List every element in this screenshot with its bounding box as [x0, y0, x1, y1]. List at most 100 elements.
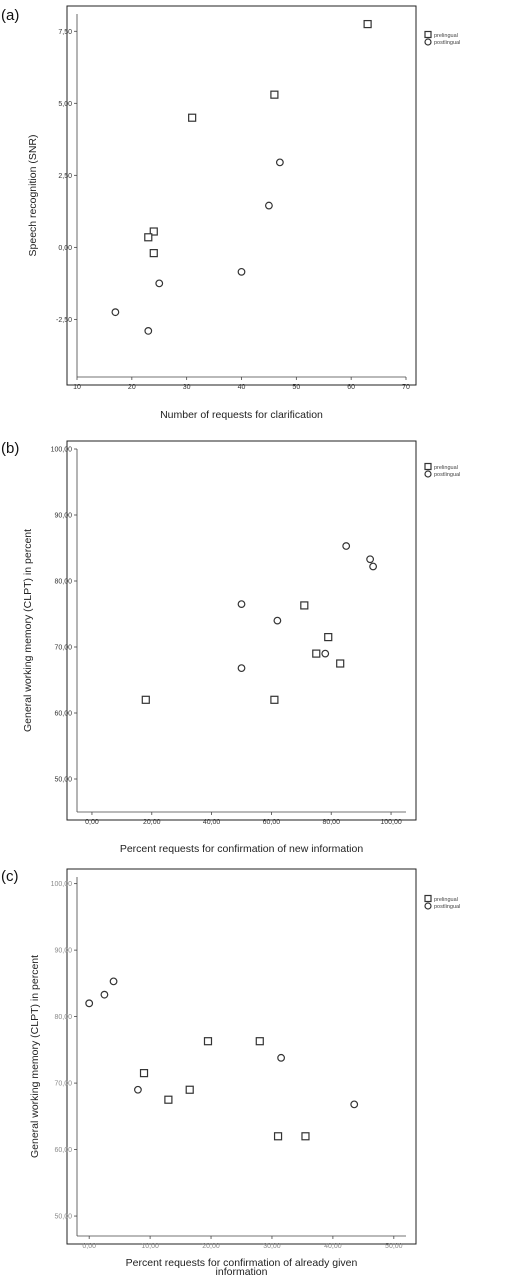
panel-a-x-tick-label: 20	[128, 384, 136, 391]
panel-b-y-tick-label: 60,00	[54, 711, 72, 718]
panel-c-legend-prelingual: prelingual	[434, 897, 458, 903]
panel-a-y-tick-label: -2,50	[56, 317, 72, 324]
panel-b-postlingual-point	[321, 649, 330, 658]
panel-b-x-tick-label: 0,00	[85, 819, 99, 826]
panel-b-prelingual-point	[324, 632, 333, 642]
panel-a-y-tick-label: 7,50	[58, 29, 72, 36]
panel-b-y-tick-label: 70,00	[54, 645, 72, 652]
panel-a-prelingual-point	[149, 227, 158, 236]
panel-b-prelingual-point	[312, 649, 321, 658]
panel-c-prelingual-point	[185, 1085, 194, 1094]
panel-c-y-tick-label: 90,00	[54, 948, 72, 955]
panel-a-prelingual-point	[149, 249, 158, 258]
panel-a-x-tick-label: 10	[73, 384, 81, 391]
panel-a-postlingual-point	[275, 158, 284, 167]
panel-a-legend-square-icon	[424, 30, 432, 39]
panel-a-y-tick-label: 5,00	[58, 101, 72, 108]
panel-c-postlingual-point	[277, 1053, 286, 1062]
panel-c-x-tick-label: 20,00	[202, 1243, 220, 1250]
panel-a-legend-postlingual: postlingual	[434, 40, 460, 46]
panel-b-x-axis-title: Percent requests for confirmation of new…	[120, 843, 364, 855]
panel-b-y-tick-label: 90,00	[54, 513, 72, 520]
panel-b-y-tick-label: 50,00	[54, 777, 72, 784]
panel-b-legend-prelingual: prelingual	[434, 465, 458, 471]
panel-a-prelingual-point	[144, 233, 153, 242]
panel-a-plot-frame	[66, 5, 417, 386]
panel-c-prelingual-point	[301, 1132, 310, 1141]
panel-a-postlingual-point	[265, 201, 273, 210]
panel-c-legend-circle-icon	[424, 902, 432, 910]
panel-c-legend-square-icon	[424, 894, 432, 903]
panel-b-y-axis-title: General working memory (CLPT) in percent	[22, 529, 34, 732]
panel-c-postlingual-point	[134, 1085, 142, 1094]
panel-a-postlingual-point	[111, 308, 120, 317]
panel-b-label: (b)	[1, 440, 19, 457]
panel-b-x-tick-label: 20,00	[143, 819, 161, 826]
panel-b-y-tick-label: 100,00	[51, 447, 73, 454]
panel-a-postlingual-point	[144, 327, 153, 335]
panel-c: (c) 0,00 10,00 20,00 30,00 40,00 50,00 100,00 90…	[1, 868, 460, 1278]
panel-b-x-tick-label: 80,00	[322, 819, 340, 826]
panel-c-x-axis-title: Percent requests for confirmation of alr…	[126, 1257, 358, 1278]
panel-b-legend-circle-icon	[424, 470, 432, 478]
panel-c-postlingual-point	[109, 977, 118, 986]
panel-b-postlingual-point	[237, 664, 246, 673]
panel-a-label: (a)	[1, 7, 19, 24]
panel-c-x-tick-label: 10,00	[141, 1243, 159, 1250]
panel-c-postlingual-point	[85, 999, 94, 1008]
panel-a: (a) 10 20 30 40 50 60 70 7,50 5,00 2,50 0,00 -2,50 Sp…	[1, 5, 460, 421]
panel-c-x-tick-label: 0,00	[82, 1243, 96, 1250]
panel-a-prelingual-point	[188, 113, 197, 122]
panel-b-prelingual-point	[300, 601, 309, 610]
panel-c-legend-postlingual: postlingual	[434, 904, 460, 910]
panel-a-y-tick-label: 0,00	[58, 245, 72, 252]
panel-b-postlingual-point	[366, 555, 375, 564]
panel-b-x-tick-label: 60,00	[263, 819, 281, 826]
panel-c-prelingual-point	[139, 1069, 149, 1078]
panel-c-y-tick-label: 60,00	[54, 1147, 72, 1154]
panel-a-y-tick-label: 2,50	[58, 173, 72, 180]
panel-c-postlingual-point	[350, 1100, 359, 1109]
panel-c-prelingual-point	[273, 1132, 283, 1141]
panel-c-y-tick-label: 50,00	[54, 1214, 72, 1221]
panel-b-postlingual-point	[369, 562, 378, 571]
panel-b-postlingual-point	[237, 600, 246, 608]
panel-b-prelingual-point	[336, 659, 345, 668]
panel-c-label: (c)	[1, 868, 19, 885]
panel-b-prelingual-point	[141, 695, 150, 704]
panel-a-postlingual-point	[237, 267, 246, 276]
panel-c-x-tick-label: 30,00	[263, 1243, 281, 1250]
panel-b-plot-frame	[66, 440, 417, 821]
panel-a-x-tick-label: 60	[347, 384, 355, 391]
panel-a-y-axis-title: Speech recognition (SNR)	[27, 135, 39, 257]
panel-b-postlingual-point	[342, 542, 351, 550]
panel-a-legend-prelingual: prelingual	[434, 33, 458, 39]
panel-a-x-tick-label: 40	[238, 384, 246, 391]
panel-c-x-tick-label: 40,00	[324, 1243, 342, 1250]
panel-a-prelingual-point	[270, 90, 279, 99]
panel-a-prelingual-point	[363, 19, 372, 29]
panel-a-x-axis-title: Number of requests for clarification	[160, 409, 323, 421]
panel-b-legend-postlingual: postlingual	[434, 472, 460, 478]
panel-b-postlingual-point	[273, 616, 282, 625]
panel-a-postlingual-point	[155, 279, 164, 288]
panel-c-y-tick-label: 80,00	[54, 1014, 72, 1021]
panel-c-y-tick-label: 100,00	[51, 881, 73, 888]
panel-c-y-tick-label: 70,00	[54, 1081, 72, 1088]
panel-c-y-axis-title: General working memory (CLPT) in percent	[29, 955, 41, 1158]
panel-c-plot-frame	[66, 868, 417, 1245]
panel-c-prelingual-point	[203, 1037, 213, 1046]
panel-a-legend-circle-icon	[424, 38, 432, 46]
panel-a-x-tick-label: 70	[402, 384, 410, 391]
panel-b: (b) 0,00 20,00 40,00 60,00 80,00 100,00 100,00 9…	[1, 440, 460, 855]
panel-a-x-tick-label: 50	[292, 384, 300, 391]
panel-b-x-tick-label: 100,00	[380, 819, 402, 826]
panel-b-x-tick-label: 40,00	[203, 819, 221, 826]
panel-b-y-tick-label: 80,00	[54, 579, 72, 586]
panel-c-x-tick-label: 50,00	[385, 1243, 403, 1250]
panel-b-legend-square-icon	[424, 462, 432, 471]
